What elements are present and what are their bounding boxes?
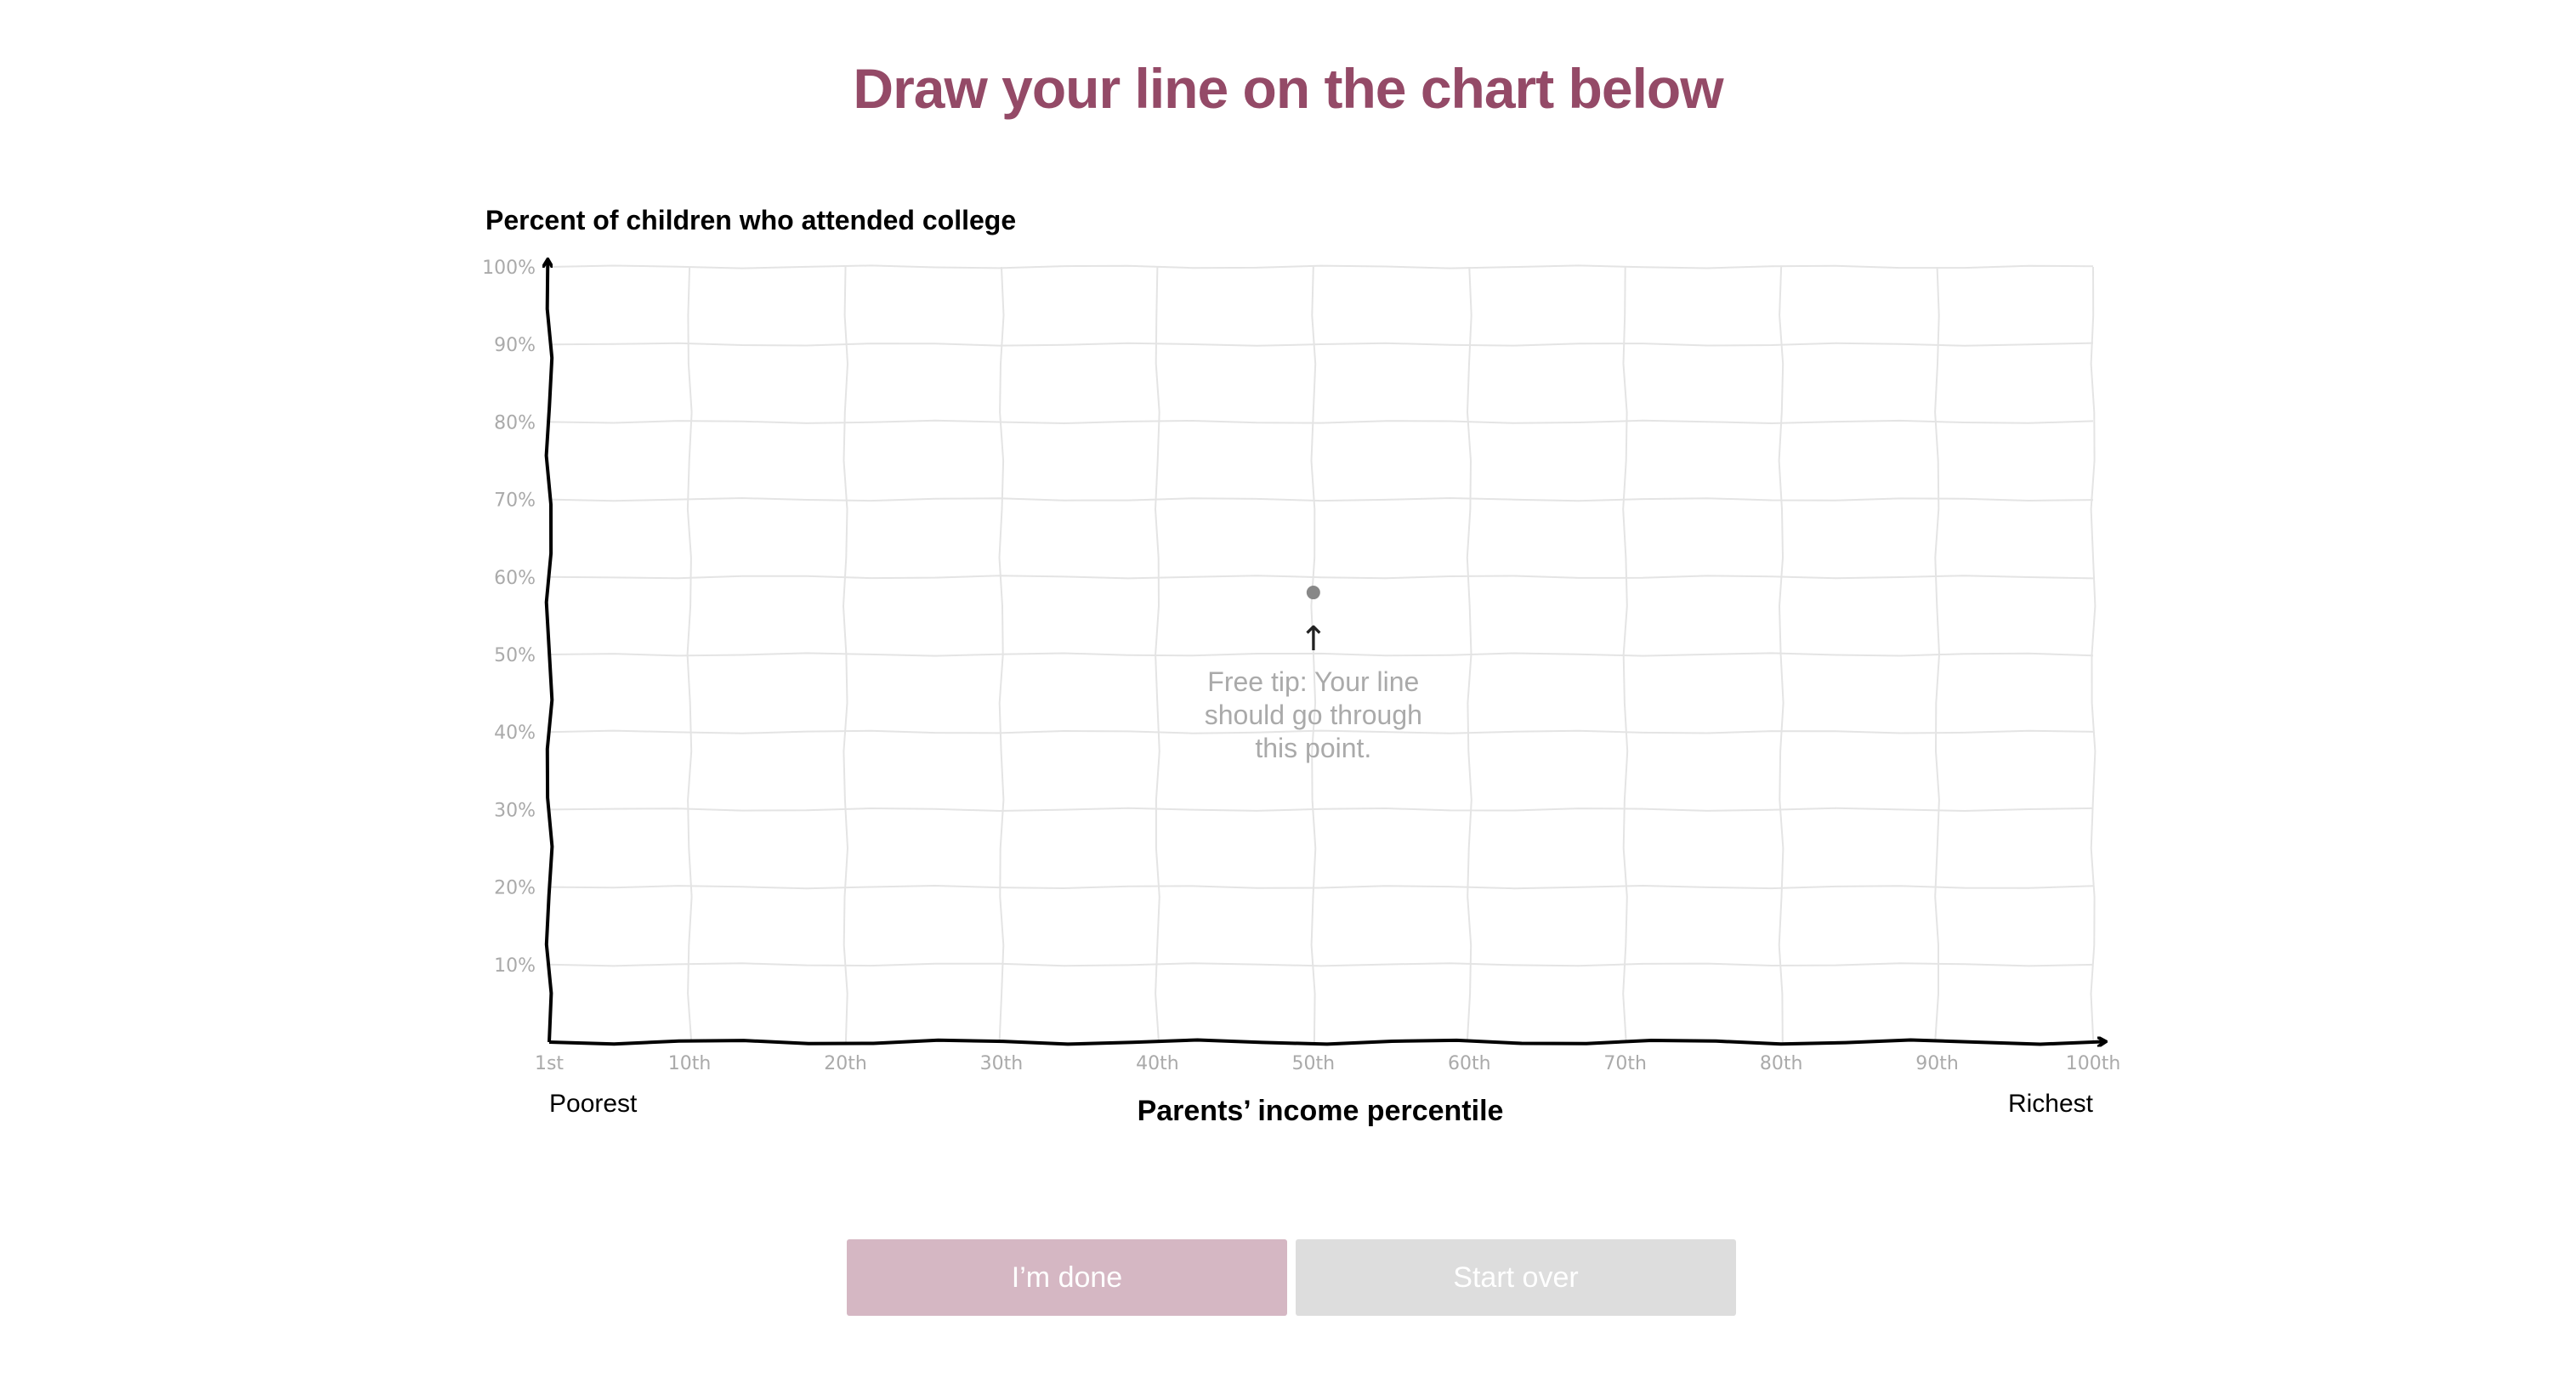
x-axis-min-label: Poorest	[549, 1090, 638, 1118]
y-tick-label: 50%	[494, 645, 536, 666]
done-button[interactable]: I’m done	[847, 1239, 1287, 1316]
chart-ticks: 10% 20% 30% 40% 50% 60% 70% 80% 90% 100% 1st 10th 20…	[482, 258, 2120, 1074]
gridline-y	[548, 807, 2094, 813]
y-tick-label: 40%	[494, 722, 536, 744]
gridline-y	[548, 342, 2094, 347]
chart-labels: Percent of children who attended college…	[485, 205, 2094, 1127]
y-axis	[547, 260, 554, 1043]
tip-text-line: this point.	[1255, 733, 1371, 763]
gridline-x	[1310, 266, 1317, 1043]
x-tick-label: 100th	[2066, 1053, 2121, 1074]
x-tick-label: 20th	[824, 1053, 867, 1074]
x-tick-label: 30th	[980, 1053, 1024, 1074]
chart-grid	[548, 264, 2097, 1043]
gridline-y	[548, 264, 2094, 269]
chart-axes	[547, 260, 2105, 1045]
y-tick-label: 70%	[494, 490, 536, 512]
tip-arrow-icon: ↑	[1299, 620, 1328, 659]
gridline-x	[686, 266, 693, 1043]
start-over-button[interactable]: Start over	[1296, 1239, 1736, 1316]
gridline-y	[548, 496, 2094, 502]
gridline-x	[1934, 266, 1941, 1043]
y-axis-title: Percent of children who attended college	[485, 205, 1016, 235]
x-tick-label: 60th	[1448, 1053, 1491, 1074]
gridline-x	[1622, 266, 1629, 1043]
x-axis-title: Parents’ income percentile	[1138, 1095, 1504, 1127]
gridline-y	[548, 729, 2094, 734]
tip-text-line: should go through	[1205, 700, 1422, 730]
page-title: Draw your line on the chart below	[853, 57, 1723, 120]
x-tick-label: 1st	[535, 1053, 564, 1074]
x-axis	[548, 1040, 2105, 1045]
y-tick-label: 20%	[494, 878, 536, 899]
gridline-y	[548, 884, 2094, 890]
x-tick-label: 90th	[1915, 1053, 1959, 1074]
y-tick-label: 100%	[482, 258, 536, 279]
gridline-x	[1154, 266, 1160, 1043]
y-tick-label: 10%	[494, 955, 536, 977]
x-tick-label: 80th	[1760, 1053, 1803, 1074]
x-axis-max-label: Richest	[2008, 1090, 2094, 1118]
x-tick-label: 50th	[1292, 1053, 1336, 1074]
hint-point	[1306, 586, 1320, 600]
gridline-y	[548, 652, 2094, 657]
gridline-x	[842, 266, 849, 1043]
y-tick-label: 90%	[494, 335, 536, 356]
y-tick-label: 80%	[494, 412, 536, 434]
y-tick-label: 60%	[494, 568, 536, 589]
gridline-y	[548, 962, 2094, 967]
x-tick-label: 70th	[1603, 1053, 1647, 1074]
gridline-x	[998, 266, 1005, 1043]
gridline-x	[2090, 266, 2097, 1043]
x-tick-label: 10th	[668, 1053, 712, 1074]
x-tick-label: 40th	[1136, 1053, 1179, 1074]
gridline-x	[1466, 266, 1472, 1043]
tip-text-line: Free tip: Your line	[1207, 666, 1419, 697]
gridline-y	[548, 419, 2094, 425]
gridline-y	[548, 575, 2094, 580]
y-tick-label: 30%	[494, 800, 536, 821]
gridline-x	[1778, 266, 1784, 1043]
